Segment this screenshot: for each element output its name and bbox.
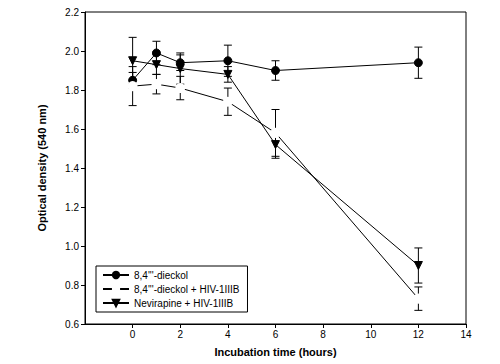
svg-text:8,4'''-dieckol: 8,4'''-dieckol	[134, 270, 188, 281]
svg-text:Incubation time (hours): Incubation time (hours)	[214, 346, 337, 358]
svg-text:2.0: 2.0	[65, 46, 79, 57]
svg-text:8: 8	[320, 329, 326, 340]
svg-text:8,4'''-dieckol + HIV-1IIIB: 8,4'''-dieckol + HIV-1IIIB	[134, 284, 240, 295]
svg-text:2: 2	[177, 329, 183, 340]
svg-text:0.6: 0.6	[65, 319, 79, 330]
svg-text:0: 0	[130, 329, 136, 340]
svg-text:1.2: 1.2	[65, 202, 79, 213]
svg-text:1.6: 1.6	[65, 124, 79, 135]
svg-text:4: 4	[225, 329, 231, 340]
svg-text:2.2: 2.2	[65, 7, 79, 18]
svg-text:1.4: 1.4	[65, 163, 79, 174]
svg-text:12: 12	[413, 329, 425, 340]
svg-text:0.8: 0.8	[65, 280, 79, 291]
svg-text:Optical density (540 nm): Optical density (540 nm)	[36, 104, 48, 231]
svg-text:14: 14	[460, 329, 472, 340]
svg-text:1.0: 1.0	[65, 241, 79, 252]
svg-text:Nevirapine + HIV-1IIIB: Nevirapine + HIV-1IIIB	[134, 298, 234, 309]
svg-text:10: 10	[365, 329, 377, 340]
svg-text:6: 6	[273, 329, 279, 340]
svg-text:1.8: 1.8	[65, 85, 79, 96]
